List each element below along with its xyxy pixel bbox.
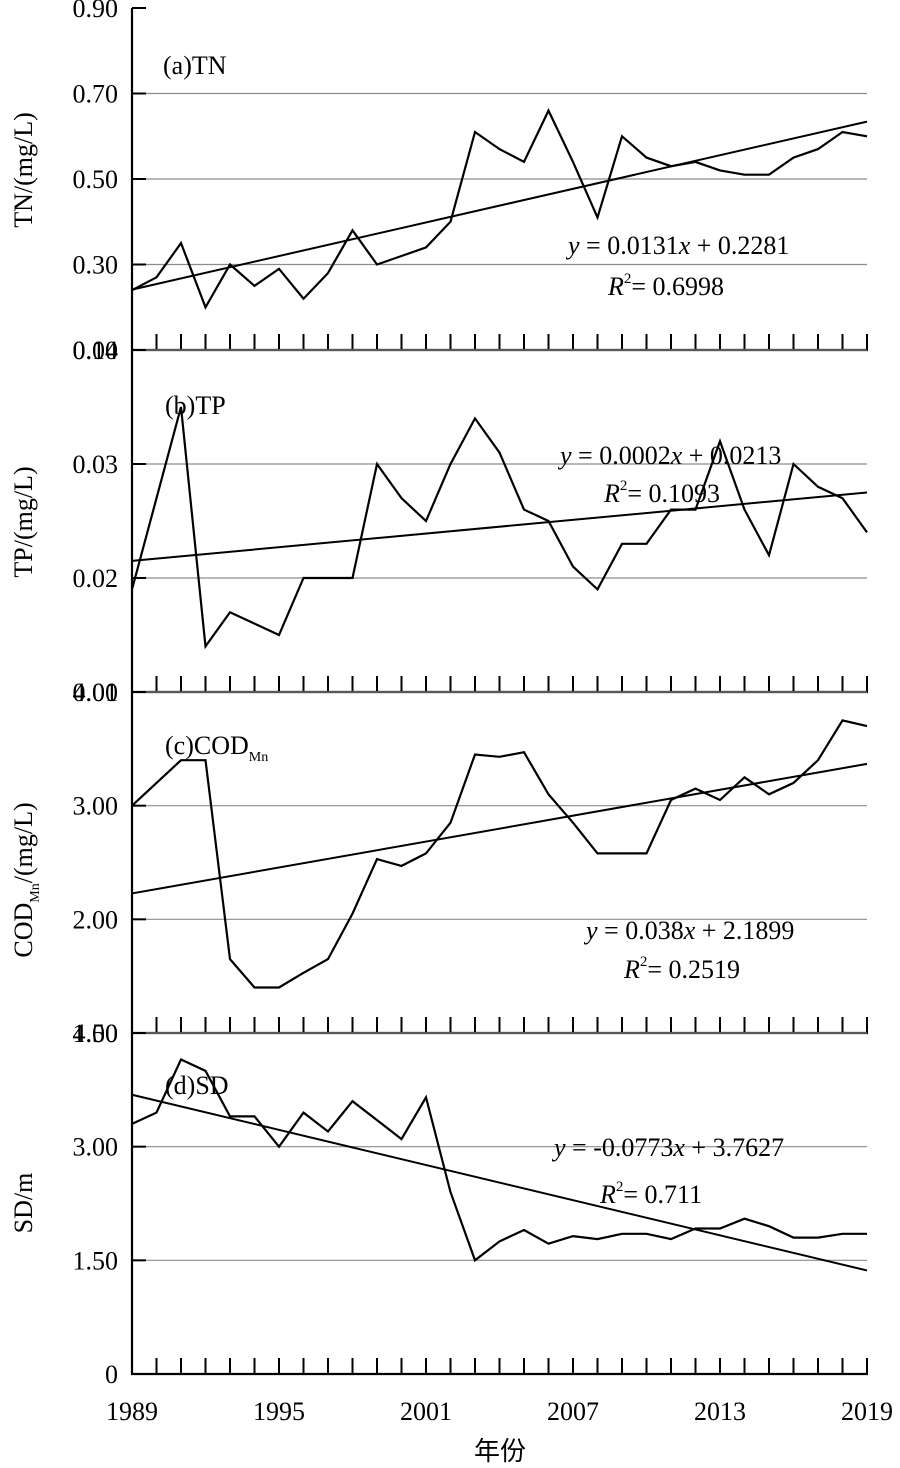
y-tick-label: 0.02 bbox=[73, 564, 119, 593]
series-line bbox=[131, 108, 868, 310]
y-tick-label: 0.04 bbox=[73, 336, 119, 365]
series-line-tn bbox=[131, 108, 868, 310]
y-tick-label: 3.00 bbox=[73, 1133, 119, 1162]
x-axis-title: 年份 bbox=[474, 1437, 526, 1466]
gridlines-tn bbox=[132, 92, 867, 266]
y-tick-label: 0.90 bbox=[73, 0, 119, 23]
series-line bbox=[130, 406, 868, 650]
series-line bbox=[131, 719, 868, 989]
r-squared: R2= 0.6998 bbox=[607, 271, 724, 301]
y-tick-label: 3.00 bbox=[73, 792, 119, 821]
x-tick-label: 1989 bbox=[106, 1397, 158, 1426]
trend-line bbox=[131, 491, 868, 562]
y-tick-label: 0.50 bbox=[73, 165, 119, 194]
axes-tp bbox=[130, 349, 868, 694]
r-squared: R2= 0.1093 bbox=[603, 478, 720, 508]
y-axis-label: TP/(mg/L) bbox=[9, 466, 38, 577]
series-line-codmn bbox=[131, 719, 868, 989]
trend-line-tn bbox=[131, 120, 868, 291]
trend-line-sd bbox=[131, 1093, 868, 1272]
trend-equation: y = -0.0773x + 3.7627 bbox=[551, 1133, 784, 1162]
y-tick-labels-tp: 0.01 0.02 0.03 0.04 bbox=[73, 336, 119, 707]
trend-line-codmn bbox=[131, 762, 868, 895]
trend-equation: y = 0.0131x + 0.2281 bbox=[565, 231, 789, 260]
y-tick-label: 0.01 bbox=[73, 678, 119, 707]
y-tick-label: 0.30 bbox=[73, 251, 119, 280]
trend-line-tp bbox=[131, 491, 868, 562]
gridlines-tp bbox=[132, 349, 867, 579]
panel-tn: 0.10 0.30 0.50 0.70 0.90 (a)TN TN/(mg/L) y =… bbox=[9, 0, 868, 365]
panel-label: (d)SD bbox=[165, 1071, 229, 1100]
y-tick-label: 0 bbox=[105, 1360, 118, 1389]
r-squared: R2= 0.2519 bbox=[623, 954, 740, 984]
y-tick-label: 4.50 bbox=[73, 1019, 119, 1048]
y-tick-label: 1.00 bbox=[73, 1019, 119, 1048]
x-tick-label: 2013 bbox=[694, 1397, 746, 1426]
y-tick-label: 4.00 bbox=[73, 678, 119, 707]
series-line-tp bbox=[130, 406, 868, 650]
y-tick-label: 0.03 bbox=[73, 450, 119, 479]
gridlines-sd bbox=[132, 1032, 867, 1261]
x-tick-label: 2007 bbox=[547, 1397, 599, 1426]
y-tick-label: 0.70 bbox=[73, 80, 119, 109]
gridlines-codmn bbox=[132, 691, 867, 920]
trend-equation: y = 0.038x + 2.1899 bbox=[583, 916, 794, 945]
panel-label: (c)CODMn bbox=[165, 731, 268, 765]
y-axis-label: TN/(mg/L) bbox=[9, 112, 38, 228]
x-tick-label: 2001 bbox=[400, 1397, 452, 1426]
panel-label: (a)TN bbox=[163, 51, 227, 80]
trend-line bbox=[131, 762, 868, 895]
trend-line bbox=[131, 120, 868, 291]
axes-sd bbox=[130, 1032, 868, 1376]
panel-tp: 0.01 0.02 0.03 0.04 (b)TP TP/(mg/L) y = 0.0… bbox=[9, 336, 868, 707]
x-tick-label: 1995 bbox=[253, 1397, 305, 1426]
series-line-sd bbox=[131, 1058, 867, 1263]
trend-equation: y = 0.0002x + 0.0213 bbox=[557, 441, 781, 470]
series-line bbox=[131, 1058, 867, 1263]
y-tick-labels-sd: 0 1.50 3.00 4.50 bbox=[73, 1019, 119, 1389]
y-axis-label: SD/m bbox=[9, 1173, 38, 1234]
x-tick-label: 2019 bbox=[841, 1397, 893, 1426]
y-axis-label: CODMn/(mg/L) bbox=[9, 802, 43, 957]
trend-line bbox=[131, 1093, 868, 1272]
y-tick-labels-codmn: 1.00 2.00 3.00 4.00 bbox=[73, 678, 119, 1048]
panel-codmn: 1.00 2.00 3.00 4.00 (c)CODMn CODMn/(mg/L) y… bbox=[9, 678, 868, 1048]
x-tick-labels: 1989 1995 2001 2007 2013 2019 bbox=[106, 1397, 893, 1426]
r-squared: R2= 0.711 bbox=[599, 1179, 702, 1209]
y-tick-label: 0.10 bbox=[73, 336, 119, 365]
y-tick-labels-tn: 0.10 0.30 0.50 0.70 0.90 bbox=[73, 0, 119, 365]
panel-label: (b)TP bbox=[165, 391, 226, 420]
y-tick-label: 2.00 bbox=[73, 905, 119, 934]
y-tick-label: 1.50 bbox=[73, 1246, 119, 1275]
panel-sd: 0 1.50 3.00 4.50 (d)SD SD/m y = -0.0773x + … bbox=[9, 1019, 868, 1389]
